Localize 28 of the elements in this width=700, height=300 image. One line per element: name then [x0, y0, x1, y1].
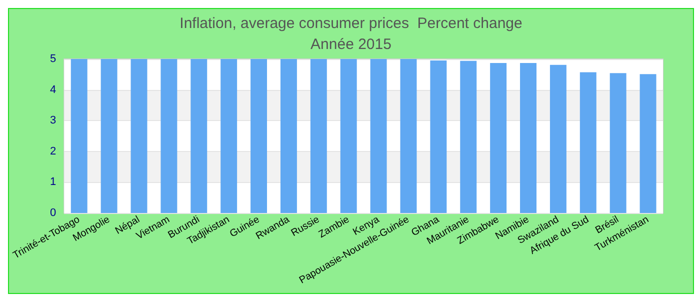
bar [70, 59, 88, 213]
bar [190, 59, 208, 213]
y-tick-label: 0 [50, 207, 56, 219]
bar [220, 59, 238, 213]
bar [550, 64, 566, 213]
bar [130, 59, 148, 213]
bar [400, 59, 417, 213]
chart-subtitle: Année 2015 [310, 36, 392, 53]
bar [250, 59, 268, 213]
bar [280, 59, 297, 213]
y-tick-label: 2 [50, 145, 56, 158]
bar [520, 63, 536, 213]
bar [460, 60, 477, 213]
bar [610, 73, 626, 213]
bar [100, 59, 118, 213]
chart-title: Inflation, average consumer prices Percent change [180, 15, 522, 32]
bar [490, 63, 507, 213]
bar [430, 60, 447, 213]
y-tick-label: 5 [50, 53, 56, 65]
y-tick-label: 1 [50, 176, 56, 188]
bar [340, 59, 357, 213]
y-tick-label: 4 [50, 84, 56, 96]
bar [640, 74, 656, 213]
y-tick-label: 3 [50, 114, 56, 127]
bar [370, 59, 387, 213]
bar [310, 59, 327, 213]
bar [580, 72, 596, 213]
bar [160, 59, 178, 213]
